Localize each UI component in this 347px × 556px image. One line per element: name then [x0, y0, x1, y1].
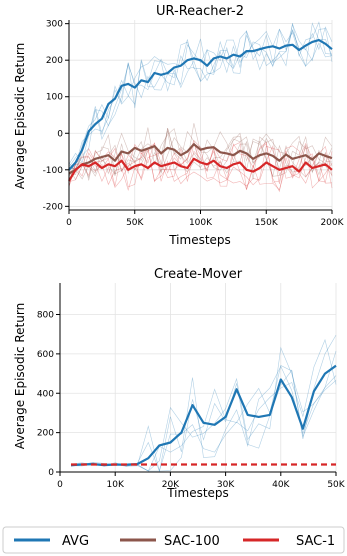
x-tick-label: 20K	[162, 480, 180, 490]
x-tick-label: 30K	[217, 480, 235, 490]
chart-create-mover: Create-Mover Timesteps Average Episodic …	[13, 267, 346, 500]
legend-label-sac-100: SAC-100	[164, 534, 220, 549]
y-tick-label: 200	[46, 56, 63, 66]
x-tick-label: 0	[66, 218, 72, 228]
y-axis-label: Average Episodic Return	[13, 43, 27, 189]
series-line-sac-100	[68, 143, 333, 175]
run-line-sac-1	[68, 141, 333, 192]
legend-label-sac-1: SAC-1	[296, 534, 335, 549]
x-tick-label: 50K	[126, 218, 144, 228]
x-tick-label: 100K	[189, 218, 213, 228]
x-axis-label: Timesteps	[168, 233, 231, 247]
y-tick-label: 100	[46, 93, 63, 103]
run-line-sac-100	[68, 123, 333, 181]
run-line-avg	[70, 334, 337, 472]
x-tick-label: 40K	[272, 480, 290, 490]
series-line-avg	[70, 364, 337, 467]
x-axis-label: Timesteps	[166, 486, 229, 500]
run-line-sac-1	[68, 142, 333, 193]
run-line-avg	[68, 21, 333, 165]
x-tick-label: 200K	[320, 218, 344, 228]
y-tick-label: 800	[37, 311, 54, 321]
y-tick-label: 200	[37, 429, 54, 439]
legend-frame	[2, 526, 345, 554]
run-line-avg	[70, 365, 337, 472]
legend: AVG SAC-100 SAC-1	[2, 526, 345, 554]
run-line-sac-100	[68, 127, 333, 181]
run-line-avg	[68, 23, 333, 172]
y-tick-label: 300	[46, 20, 63, 30]
x-tick-label: 50K	[327, 480, 345, 490]
run-line-sac-1	[68, 139, 333, 186]
chart-title: Create-Mover	[154, 267, 243, 282]
run-line-avg	[70, 338, 337, 473]
run-line-sac-1	[68, 143, 333, 191]
x-tick-label: 10K	[107, 480, 125, 490]
y-axis-label: Average Episodic Return	[13, 303, 27, 449]
y-tick-label: 0	[48, 468, 54, 478]
y-tick-label: 0	[57, 129, 63, 139]
chart-ur-reacher: UR-Reacher-2 Timesteps Average Episodic …	[13, 4, 345, 247]
y-tick-label: -100	[43, 166, 64, 176]
y-tick-label: -200	[43, 202, 64, 212]
series-line-avg	[68, 38, 333, 171]
run-line-sac-100	[68, 128, 333, 180]
y-tick-label: 600	[37, 350, 54, 360]
chart-title: UR-Reacher-2	[156, 4, 244, 19]
run-line-avg	[68, 22, 333, 170]
series-line-sac-1	[68, 157, 333, 182]
x-tick-label: 150K	[255, 218, 279, 228]
legend-label-avg: AVG	[62, 534, 89, 549]
run-line-sac-100	[68, 130, 333, 179]
y-tick-label: 400	[37, 389, 54, 399]
run-line-avg	[68, 28, 333, 168]
x-tick-label: 0	[57, 480, 63, 490]
